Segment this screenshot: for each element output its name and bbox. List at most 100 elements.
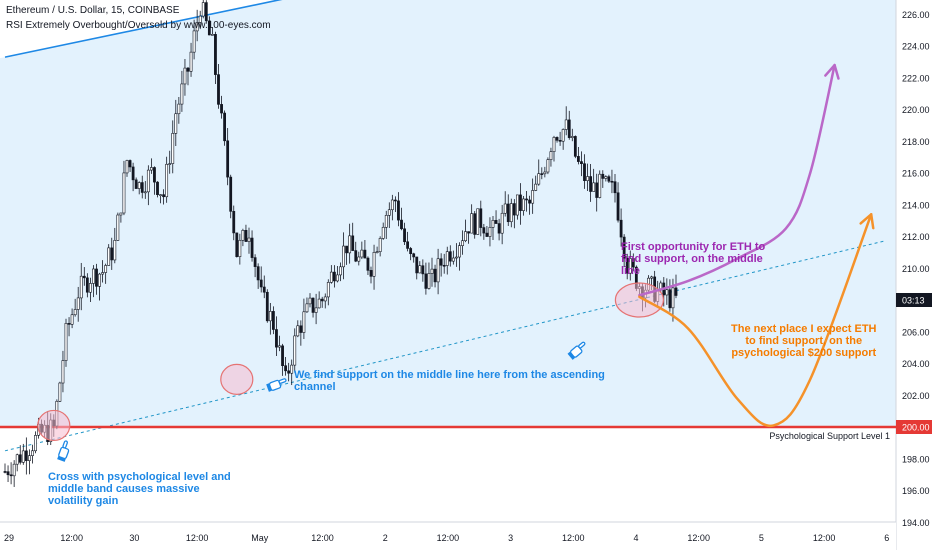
middle-channel-line bbox=[4, 240, 884, 452]
candle-body bbox=[21, 450, 25, 463]
candle-body bbox=[192, 30, 196, 53]
candle-body bbox=[540, 173, 544, 175]
candle-body bbox=[409, 248, 413, 255]
candle-body bbox=[601, 173, 605, 179]
candle-body bbox=[116, 214, 120, 241]
price-tick-label: 210.00 bbox=[902, 264, 930, 274]
price-tick-label: 222.00 bbox=[902, 73, 930, 83]
candle-body bbox=[424, 273, 428, 289]
candle-body bbox=[500, 212, 504, 234]
candle-body bbox=[479, 208, 483, 228]
orange-arrowhead bbox=[859, 213, 875, 230]
candle-body bbox=[439, 258, 443, 266]
candle-body bbox=[427, 273, 431, 289]
candle-body bbox=[390, 199, 394, 211]
candle-body bbox=[549, 151, 553, 160]
next-place-note: The next place I expect ETH to find supp… bbox=[731, 323, 877, 359]
support-note: We find support on the middle line here … bbox=[294, 369, 605, 393]
candle-body bbox=[570, 136, 574, 138]
candle-body bbox=[174, 113, 178, 134]
candle-body bbox=[290, 364, 294, 374]
candle-body bbox=[512, 203, 516, 216]
time-tick-label: 12:00 bbox=[60, 533, 83, 543]
candle-body bbox=[15, 454, 19, 465]
candle-body bbox=[397, 200, 400, 221]
candle-body bbox=[311, 297, 315, 313]
first-opportunity-note: First opportunity for ETH to find suppor… bbox=[621, 241, 766, 277]
candle-body bbox=[107, 247, 111, 266]
candle-body bbox=[415, 256, 419, 274]
candle-body bbox=[552, 137, 556, 152]
candle-body bbox=[137, 182, 141, 189]
candle-body bbox=[393, 199, 397, 202]
candle-body bbox=[604, 176, 608, 179]
candle-body bbox=[339, 266, 342, 276]
time-tick-label: 12:00 bbox=[437, 533, 460, 543]
candle-body bbox=[101, 272, 105, 275]
candle-body bbox=[470, 213, 474, 234]
candle-body bbox=[232, 211, 236, 234]
candle-body bbox=[564, 119, 568, 130]
candle-body bbox=[113, 240, 117, 261]
candle-body bbox=[406, 241, 410, 249]
time-tick-label: 29 bbox=[4, 533, 14, 543]
time-tick-label: 5 bbox=[759, 533, 764, 543]
candle-body bbox=[268, 311, 272, 322]
candle-body bbox=[27, 455, 31, 461]
candle-body bbox=[631, 258, 635, 268]
time-tick-label: 12:00 bbox=[813, 533, 836, 543]
candle-body bbox=[558, 140, 562, 142]
candle-body bbox=[619, 219, 623, 238]
candle-body bbox=[217, 74, 220, 105]
candle-body bbox=[168, 163, 172, 165]
candle-body bbox=[509, 203, 513, 223]
candle-body bbox=[159, 194, 162, 196]
candle-body bbox=[287, 370, 291, 374]
price-tick-label: 224.00 bbox=[902, 42, 930, 52]
candle-body bbox=[244, 230, 248, 242]
candle-body bbox=[119, 212, 123, 216]
candle-body bbox=[580, 161, 583, 164]
candle-body bbox=[220, 104, 223, 114]
candle-body bbox=[519, 194, 522, 211]
candle-body bbox=[442, 264, 446, 267]
pointer-hand-icon bbox=[266, 378, 287, 392]
candle-body bbox=[418, 265, 422, 274]
candle-body bbox=[461, 240, 464, 246]
candle-body bbox=[67, 323, 71, 325]
candle-body bbox=[595, 182, 599, 198]
candle-body bbox=[494, 220, 498, 224]
current-price-badge bbox=[896, 293, 932, 307]
candle-body bbox=[445, 251, 449, 266]
candle-body bbox=[308, 297, 312, 305]
price-axis bbox=[896, 0, 932, 550]
price-tick-label: 196.00 bbox=[902, 486, 930, 496]
time-axis bbox=[0, 522, 896, 550]
candle-body bbox=[189, 51, 193, 72]
candle-body bbox=[9, 474, 13, 477]
candle-body bbox=[180, 83, 184, 105]
candle-body bbox=[34, 435, 37, 452]
price-tick-label: 212.00 bbox=[902, 232, 930, 242]
price-tick-label: 198.00 bbox=[902, 454, 930, 464]
candle-body bbox=[92, 268, 95, 284]
candle-body bbox=[348, 235, 352, 254]
candle-body bbox=[464, 231, 467, 242]
candle-body bbox=[284, 365, 288, 372]
candle-body bbox=[229, 176, 233, 212]
candle-body bbox=[622, 236, 626, 259]
candle-body bbox=[586, 176, 589, 181]
candle-body bbox=[201, 2, 205, 17]
candle-body bbox=[543, 171, 547, 175]
candle-body bbox=[177, 103, 181, 115]
candle-body bbox=[522, 198, 525, 211]
time-tick-label: 3 bbox=[508, 533, 513, 543]
candle-body bbox=[195, 22, 199, 32]
candle-body bbox=[104, 265, 108, 273]
candle-body bbox=[482, 227, 486, 234]
purple-projection-path bbox=[638, 63, 836, 297]
candle-body bbox=[271, 311, 275, 330]
support-price-label: 200.00 bbox=[902, 423, 930, 433]
